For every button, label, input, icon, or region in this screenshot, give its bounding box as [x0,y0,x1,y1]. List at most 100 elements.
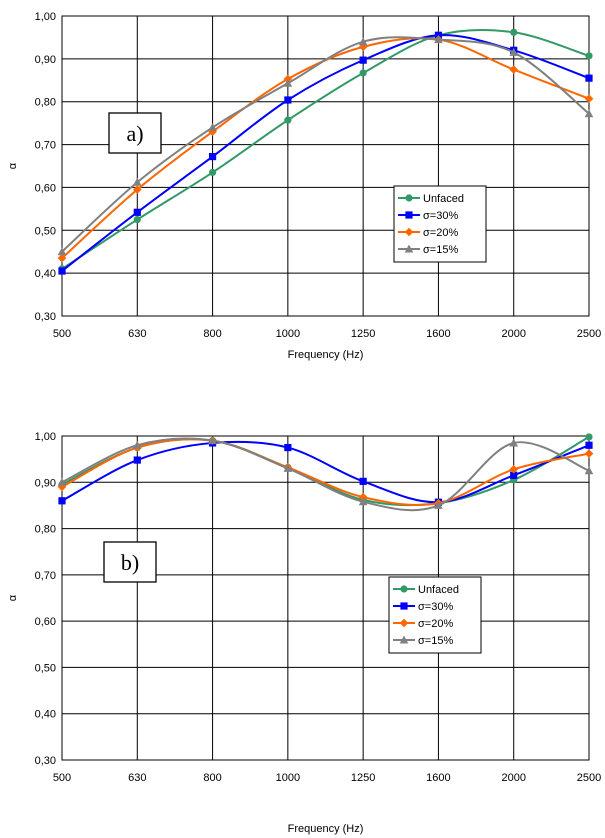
legend-marker [399,635,409,644]
data-point [359,477,367,485]
data-point [585,74,593,82]
data-point [208,436,217,445]
legend-item: σ=30% [398,210,458,222]
legend-marker [405,194,413,202]
legend-marker [404,227,414,237]
x-tick-label: 2000 [501,772,525,784]
panel-label-box: b) [103,541,157,583]
legend-item: σ=30% [393,601,453,613]
x-tick-label: 1250 [351,328,375,340]
x-tick-label: 800 [203,328,221,340]
y-tick-label: 0,90 [35,477,56,489]
x-tick-label: 800 [203,772,221,784]
legend-item: Unfaced [393,584,459,596]
data-point [509,465,519,474]
data-point [57,247,67,256]
x-tick-label: 1600 [426,772,450,784]
data-point [584,449,594,458]
data-point [208,122,217,131]
y-tick-label: 0,50 [35,662,56,674]
y-tick-label: 0,80 [35,97,56,109]
y-tick-label: 0,60 [35,182,56,194]
y-tick-label: 0,40 [35,268,56,280]
data-point [132,185,142,194]
x-tick-label: 1000 [276,772,300,784]
data-point [434,35,443,44]
chart-panel-b: 0,30 0,40 0,50 0,60 0,70 0,80 0,90 1,00 500 630 80… [7,431,601,835]
legend-label: σ=30% [423,210,458,222]
y-tick-label: 0,30 [35,755,56,767]
x-tick-label: 1000 [276,328,300,340]
data-point [58,497,66,505]
legend-marker [404,244,414,253]
data-point [509,65,519,74]
legend-label: Unfaced [418,584,459,596]
legend-label: σ=15% [423,244,458,256]
legend-item: σ=20% [393,618,453,630]
x-tick-label: 500 [53,772,71,784]
data-point [133,215,141,224]
y-tick-label: 0,50 [35,225,56,237]
panel-label: a) [126,121,143,146]
data-point [133,456,141,464]
series-Unfaced [58,28,593,273]
data-point [57,477,67,486]
legend-label: σ=15% [418,635,453,647]
y-tick-label: 0,70 [35,140,56,152]
legend-item: Unfaced [398,193,464,205]
panel-label-border [103,541,157,583]
plot-area [61,435,590,761]
data-point [584,109,594,118]
legend-item: σ=15% [393,635,453,647]
series-line [61,438,590,506]
data-point [510,471,518,479]
x-tick-label: 2500 [577,772,601,784]
legend-marker [399,618,409,628]
data-point [284,443,292,452]
data-point [509,438,519,447]
plot-area [61,15,590,317]
data-point [509,47,519,56]
y-tick-label: 1,00 [35,431,56,443]
x-axis-title: Frequency (Hz) [288,349,364,361]
data-point [434,500,443,509]
panel-label: b) [121,550,139,575]
x-tick-label: 2500 [577,328,601,340]
x-axis-title: Frequency (Hz) [288,823,364,835]
data-point [208,152,217,161]
data-point [58,267,66,275]
data-point [283,78,293,87]
series-line [61,28,590,270]
legend-item: σ=15% [398,244,458,256]
grid [61,15,590,317]
data-point [132,177,142,186]
x-tick-label: 1600 [426,328,450,340]
data-point [57,253,67,263]
data-point [208,168,217,177]
data-point [584,466,594,475]
data-point [284,116,292,124]
data-point [284,96,292,104]
data-point [359,56,367,64]
legend-marker [405,211,413,219]
legend-label: σ=20% [418,618,453,630]
legend-label: σ=30% [418,601,453,613]
legend: Unfaced σ=30% σ=20% σ=15% [393,185,487,263]
legend-marker [400,585,408,593]
y-tick-label: 0,40 [35,709,56,721]
y-tick-label: 0,80 [35,524,56,536]
data-point [585,433,593,441]
data-point [283,463,293,472]
data-point [132,440,142,449]
legend-item: σ=20% [398,227,458,239]
series-line [61,440,590,504]
data-point [585,441,593,449]
x-tick-label: 630 [128,328,146,340]
x-tick-label: 630 [128,772,146,784]
legend-label: σ=20% [423,227,458,239]
data-point [208,127,217,137]
series-σ=15% [57,436,594,512]
y-tick-label: 0,60 [35,616,56,628]
panel-label-box: a) [108,112,162,154]
